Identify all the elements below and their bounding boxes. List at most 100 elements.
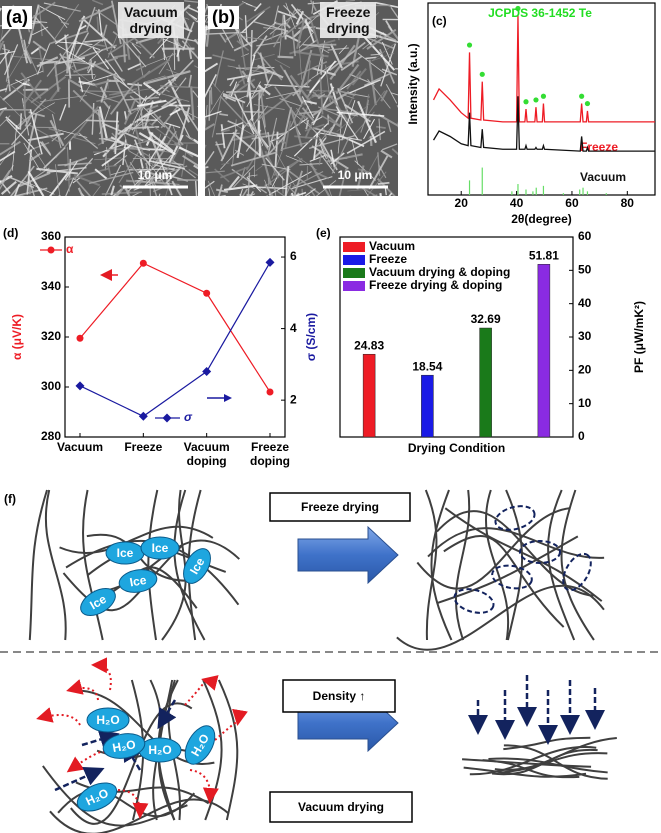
- nanowire: [124, 96, 159, 101]
- nanowire: [219, 194, 226, 196]
- vapor-path: [189, 769, 219, 804]
- nanowire: [10, 55, 52, 61]
- nanowire: [361, 33, 396, 71]
- nanowire: [309, 162, 331, 196]
- nanowire: [351, 67, 367, 86]
- nanowire: [137, 180, 180, 185]
- nanowire: [274, 59, 291, 69]
- nanowire: [57, 44, 95, 68]
- annotation: JCPDS 36-1452 Te: [488, 6, 592, 20]
- nanowire: [215, 132, 240, 135]
- nanowire: [266, 131, 275, 158]
- xrd-pattern: [432, 15, 655, 123]
- water-label: H₂O: [96, 713, 119, 727]
- nanowire: [396, 104, 398, 109]
- label-box: [282, 679, 396, 713]
- nanowire: [48, 127, 61, 133]
- fiber: [217, 679, 239, 821]
- nanowire: [341, 99, 356, 141]
- nanowire: [396, 122, 398, 129]
- nanowire: [163, 121, 181, 129]
- nanowire: [92, 185, 101, 196]
- nanowire: [283, 4, 298, 20]
- nanowire: [290, 192, 294, 196]
- nanowire: [205, 74, 217, 98]
- nanowire: [369, 135, 373, 146]
- x-tick-label: 80: [621, 196, 635, 210]
- nanowire: [219, 95, 250, 128]
- peak-marker: [533, 97, 539, 103]
- nanowire: [347, 79, 382, 95]
- nanowire: [293, 88, 320, 114]
- nanowire: [75, 41, 101, 51]
- nanowire: [218, 184, 223, 196]
- nanowire: [234, 149, 245, 156]
- fiber: [443, 535, 565, 628]
- x-tick-label: 60: [565, 196, 579, 210]
- nanowire: [283, 69, 304, 104]
- nanowire: [230, 78, 256, 97]
- data-point: [202, 367, 212, 377]
- y-axis-label: Intensity (a.u.): [406, 43, 420, 124]
- nanowire: [142, 81, 161, 96]
- nanowire: [220, 129, 238, 162]
- nanowire: [241, 188, 248, 196]
- nanowire: [281, 18, 306, 38]
- nanowire: [0, 174, 13, 184]
- nanowire: [363, 189, 369, 196]
- nanowire: [346, 130, 386, 154]
- nanowire: [248, 119, 269, 150]
- nanowire: [38, 47, 45, 73]
- nanowire: [154, 164, 175, 171]
- fiber: [463, 766, 587, 778]
- nanowire: [378, 164, 387, 179]
- nanowire: [301, 96, 315, 119]
- nanowire: [271, 147, 284, 179]
- nanowire: [109, 170, 126, 176]
- nanowire: [304, 123, 325, 132]
- nanowire: [115, 185, 126, 196]
- nanowire: [287, 185, 299, 196]
- ice-crystal: [80, 588, 116, 616]
- nanowire: [188, 74, 192, 88]
- nanowire: [220, 128, 230, 133]
- nanowire: [91, 0, 104, 6]
- legend-label: Freeze: [369, 252, 407, 266]
- nanowire: [253, 104, 285, 110]
- nanowire: [233, 39, 258, 52]
- nanowire: [174, 77, 187, 93]
- nanowire: [178, 146, 198, 158]
- nanowire: [273, 146, 296, 187]
- value-label: 32.69: [471, 312, 501, 326]
- nanowire: [247, 172, 251, 196]
- legend-label: Freeze drying & doping: [369, 278, 502, 292]
- nanowire: [257, 64, 284, 79]
- nanowire: [363, 118, 375, 140]
- nanowire: [27, 4, 40, 45]
- nanowire: [348, 113, 359, 117]
- nanowire: [220, 166, 249, 179]
- nanowire: [27, 177, 35, 196]
- nanowire: [340, 55, 363, 71]
- nanowire: [246, 81, 261, 108]
- nanowire: [252, 20, 289, 32]
- fiber: [482, 759, 580, 779]
- pore: [491, 564, 533, 590]
- y-tick-label: 30: [578, 329, 592, 343]
- nanowire: [296, 17, 306, 50]
- peak-marker: [523, 99, 529, 105]
- series-label: Freeze: [580, 140, 618, 154]
- nanowire: [273, 8, 297, 48]
- nanowire: [41, 141, 51, 155]
- nanowire: [31, 26, 49, 36]
- nanowire: [371, 194, 378, 196]
- nanowire: [59, 103, 67, 121]
- sem-caption: Vacuum drying: [118, 2, 184, 39]
- nanowire: [158, 52, 174, 75]
- nanowire: [112, 87, 153, 96]
- nanowire: [322, 126, 328, 139]
- nanowire: [368, 155, 389, 190]
- nanowire: [249, 191, 255, 196]
- nanowire: [134, 138, 158, 145]
